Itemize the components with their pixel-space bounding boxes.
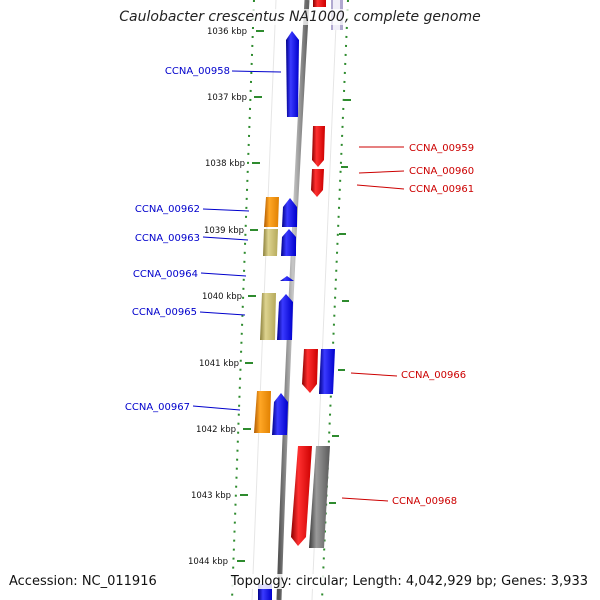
leader-line [231,70,282,73]
gene-label: CCNA_00962 [135,204,200,215]
leader-line [341,497,389,502]
gene-block [263,229,278,256]
gene-block [260,293,276,340]
gene-labels: CCNA_00958 CCNA_00959 CCNA_00960 CCNA_00… [125,66,474,507]
feature-block [313,0,326,7]
gene-arrow [280,276,294,281]
leader-line [358,170,405,174]
gene-block [254,391,271,433]
gene-arrow [312,126,325,167]
gene-arrow [319,349,335,394]
gene-arrow [286,31,299,117]
scale-label: 1041 kbp [199,359,239,369]
gene-arrow [282,198,297,227]
gene-label: CCNA_00964 [133,269,198,280]
scale-label: 1036 kbp [207,27,247,37]
gene-label: CCNA_00968 [392,496,457,507]
gene-arrow [291,446,312,546]
gene-label: CCNA_00963 [135,233,200,244]
leader-line [350,372,398,377]
label-leaders [192,70,405,502]
gene-label: CCNA_00965 [132,307,197,318]
gene-block [264,197,279,227]
scale-label: 1042 kbp [196,425,236,435]
gene-arrow [277,294,293,340]
gene-arrow [281,229,296,256]
genome-summary: Topology: circular; Length: 4,042,929 bp… [228,574,590,589]
scale-label: 1037 kbp [207,93,247,103]
outer-ring-dots [321,0,349,600]
gene-label: CCNA_00967 [125,402,190,413]
map-title: Caulobacter crescentus NA1000, complete … [0,9,600,25]
inner-ring-dots [231,0,255,600]
leader-line [202,208,250,212]
leader-line [202,236,249,241]
gene-block [309,446,330,548]
leader-line [199,311,246,316]
accession-text: Accession: NC_011916 [9,574,157,589]
gene-label: CCNA_00959 [409,143,474,154]
gene-arrow [302,349,318,393]
scale-labels: 1036 kbp 1037 kbp 1038 kbp 1039 kbp 1040… [188,27,247,567]
gene-label: CCNA_00966 [401,370,466,381]
gene-arrow [272,393,288,435]
scale-label: 1040 kbp [202,292,242,302]
gene-label: CCNA_00960 [409,166,474,177]
leader-line [200,272,247,277]
scale-label: 1043 kbp [191,491,231,501]
leader-line [356,184,405,190]
scale-label: 1038 kbp [205,159,245,169]
gene-label: CCNA_00961 [409,184,474,195]
leader-line [192,405,241,411]
scale-label: 1039 kbp [204,226,244,236]
scale-label: 1044 kbp [188,557,228,567]
gene-arrow [311,169,324,197]
gene-features [254,31,335,548]
scale-ticks [237,30,351,562]
gene-label: CCNA_00958 [165,66,230,77]
